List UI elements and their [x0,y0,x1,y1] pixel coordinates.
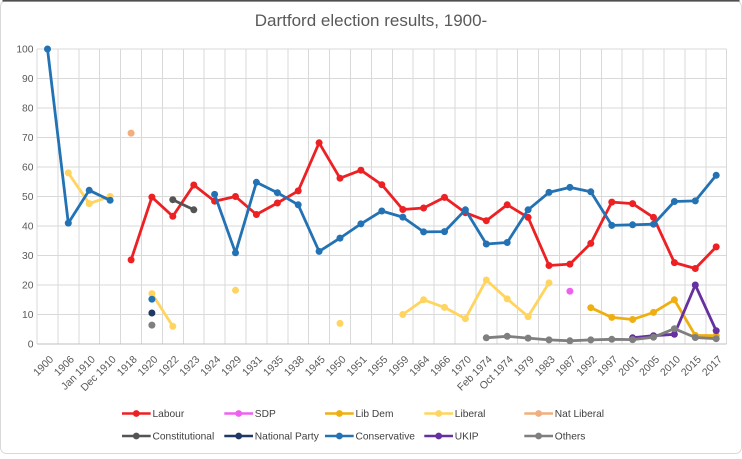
svg-text:UKIP: UKIP [455,432,479,443]
svg-text:SDP: SDP [255,409,276,420]
svg-text:70: 70 [22,133,34,144]
svg-text:30: 30 [22,251,34,262]
svg-text:40: 40 [22,222,34,233]
svg-text:60: 60 [22,163,34,174]
svg-text:20: 20 [22,281,34,292]
svg-text:Liberal: Liberal [455,409,486,420]
svg-text:National Party: National Party [255,432,320,443]
svg-text:80: 80 [22,104,34,115]
svg-text:90: 90 [22,74,34,85]
svg-text:Nat Liberal: Nat Liberal [555,409,604,420]
svg-text:10: 10 [22,310,34,321]
svg-text:Dartford election results, 190: Dartford election results, 1900- [255,11,487,30]
svg-text:100: 100 [16,45,33,56]
svg-text:Others: Others [555,432,586,443]
svg-text:Labour: Labour [153,409,185,420]
svg-text:0: 0 [28,340,34,351]
svg-text:Constitutional: Constitutional [153,432,215,443]
svg-text:Lib Dem: Lib Dem [356,409,394,420]
svg-text:Conservative: Conservative [356,432,416,443]
svg-text:50: 50 [22,192,34,203]
